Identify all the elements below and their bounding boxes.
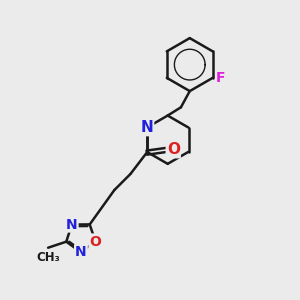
Text: N: N	[66, 218, 77, 232]
Text: F: F	[216, 71, 226, 85]
Text: N: N	[140, 120, 153, 135]
Text: CH₃: CH₃	[36, 251, 60, 264]
Text: O: O	[89, 235, 101, 248]
Text: N: N	[75, 245, 87, 259]
Text: O: O	[167, 142, 180, 157]
